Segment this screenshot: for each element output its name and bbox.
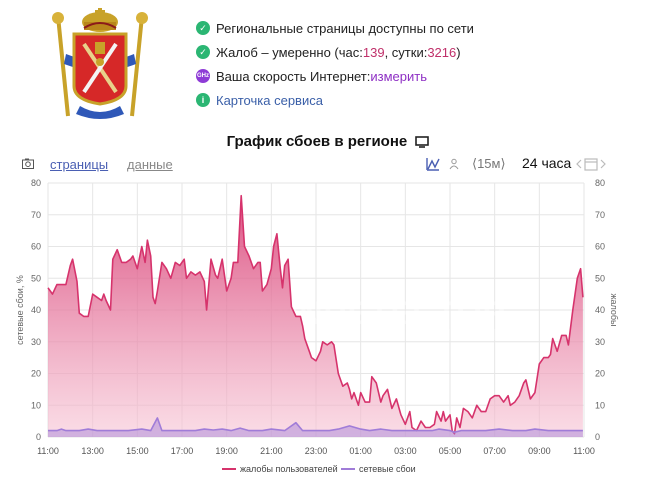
x-tick-label: 11:00 — [37, 446, 59, 456]
speed-test-link[interactable]: измерить — [370, 68, 427, 84]
x-tick-label: 03:00 — [394, 446, 417, 456]
y-tick-right: 70 — [595, 210, 605, 220]
chart-legend: жалобы пользователей сетевые сбои — [222, 464, 416, 474]
y-tick-right: 30 — [595, 337, 605, 347]
y-tick-left: 70 — [31, 210, 41, 220]
check-icon: ✓ — [196, 45, 210, 59]
y-tick-left: 60 — [31, 242, 41, 252]
shield-icon — [72, 32, 128, 106]
chart-toolbar: страницы данные ⟨15м⟩ 24 часа — [0, 154, 656, 176]
y-tick-left: 10 — [31, 400, 41, 410]
region-coat-of-arms — [52, 8, 148, 119]
y-tick-left: 40 — [31, 305, 41, 315]
y-tick-right: 80 — [595, 178, 605, 188]
chart-series — [47, 194, 584, 437]
status-regional: ✓ Региональные страницы доступны по сети — [196, 16, 474, 40]
y-tick-right: 10 — [595, 400, 605, 410]
y-axis-label-left: сетевые сбои, % — [15, 275, 25, 345]
status-list: ✓ Региональные страницы доступны по сети… — [196, 16, 474, 112]
calendar-icon[interactable] — [576, 157, 606, 171]
x-tick-label: 19:00 — [215, 446, 238, 456]
check-icon: ✓ — [196, 21, 210, 35]
tab-data[interactable]: данные — [127, 157, 173, 172]
watermark-suffix: .info — [506, 309, 536, 325]
chart-axes: 0 0 10 10 20 20 30 30 40 40 50 50 60 60 70 70 80 80 11:00 1… — [31, 178, 605, 456]
screen-icon[interactable] — [415, 136, 430, 148]
period-24h-button[interactable]: 24 часа — [522, 155, 572, 171]
camera-icon[interactable] — [22, 158, 34, 169]
x-tick-label: 23:00 — [305, 446, 328, 456]
y-axis-label-right: жалобы — [609, 293, 619, 326]
series-area-complaints — [48, 195, 583, 437]
zoom-15m-button[interactable]: ⟨15м⟩ — [472, 156, 506, 171]
speed-icon: GHz — [196, 69, 210, 83]
crown-icon — [82, 8, 118, 32]
watermark: DOWNDETECTOR .info LLM POWERED — [88, 290, 538, 344]
x-tick-label: 13:00 — [81, 446, 104, 456]
y-tick-right: 50 — [595, 273, 605, 283]
y-tick-left: 30 — [31, 337, 41, 347]
x-tick-label: 07:00 — [483, 446, 506, 456]
status-speed: GHz Ваша скорость Интернет: измерить — [196, 68, 427, 84]
series-area-outages — [48, 417, 583, 437]
status-complaints: ✓ Жалоб – умеренно (час: 139, сутки: 321… — [196, 40, 474, 64]
y-tick-left: 20 — [31, 369, 41, 379]
chart-type-icon[interactable] — [426, 157, 440, 171]
x-tick-label: 11:00 — [573, 446, 595, 456]
legend-label: жалобы пользователей — [240, 464, 338, 474]
status-service-card[interactable]: i Карточка сервиса — [196, 88, 474, 112]
complaints-day-count: 3216 — [427, 44, 457, 60]
complaints-hour-count: 139 — [362, 44, 385, 60]
service-card-link[interactable]: Карточка сервиса — [216, 92, 323, 108]
y-tick-left: 80 — [31, 178, 41, 188]
watermark-brand: DOWNDETECTOR — [218, 295, 507, 331]
watermark-tagline: LLM POWERED — [418, 327, 538, 344]
x-tick-label: 15:00 — [126, 446, 149, 456]
tab-pages[interactable]: страницы — [50, 157, 109, 172]
x-tick-label: 21:00 — [260, 446, 283, 456]
legend-label: сетевые сбои — [359, 464, 416, 474]
series-line-outages — [48, 417, 583, 433]
y-tick-right: 0 — [595, 432, 600, 442]
y-tick-right: 20 — [595, 369, 605, 379]
x-tick-label: 01:00 — [349, 446, 372, 456]
chart-title: График сбоев в регионе — [0, 133, 656, 150]
x-tick-label: 09:00 — [528, 446, 551, 456]
series-line-complaints — [47, 194, 584, 435]
y-tick-right: 60 — [595, 242, 605, 252]
y-tick-right: 40 — [595, 305, 605, 315]
x-tick-label: 05:00 — [439, 446, 462, 456]
y-tick-left: 50 — [31, 273, 41, 283]
user-icon[interactable] — [449, 158, 459, 170]
y-tick-left: 0 — [36, 432, 41, 442]
x-tick-label: 17:00 — [171, 446, 194, 456]
scepter-icon — [52, 12, 148, 117]
info-icon: i — [196, 93, 210, 107]
chart-grid — [47, 182, 585, 438]
